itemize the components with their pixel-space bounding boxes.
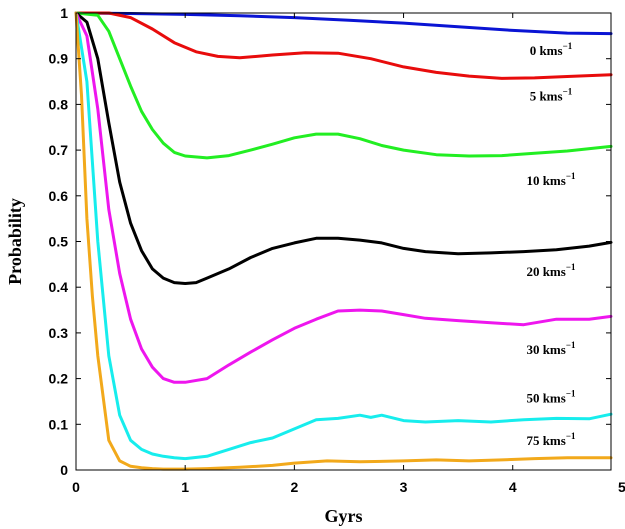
y-tick-label-4: 0.4 — [49, 279, 69, 295]
series-label-6: 75 kms−1 — [526, 431, 576, 448]
y-tick-label-10: 1 — [60, 5, 68, 21]
y-tick-label-9: 0.9 — [49, 51, 69, 67]
x-tick-label-5: 5 — [618, 479, 625, 495]
x-tick-label-4: 4 — [509, 479, 517, 495]
series-label-3: 20 kms−1 — [526, 262, 576, 279]
series-labels: 0 kms−1 5 kms−1 10 kms−1 20 kms−1 30 kms−1 50… — [526, 41, 576, 448]
series-label-5: 50 kms−1 — [526, 388, 576, 405]
series-label-1: 5 kms−1 — [530, 87, 573, 104]
y-tick-label-0: 0 — [60, 462, 68, 478]
y-tick-label-5: 0.5 — [49, 234, 69, 250]
series-line-4 — [76, 13, 611, 382]
y-tick-label-2: 0.2 — [49, 371, 69, 387]
x-tick-label-3: 3 — [400, 479, 408, 495]
x-tick-label-0: 0 — [72, 479, 80, 495]
y-tick-label-3: 0.3 — [49, 325, 69, 341]
y-tick-label-8: 0.8 — [49, 96, 69, 112]
series-label-4: 30 kms−1 — [526, 340, 576, 357]
series-line-2 — [76, 13, 611, 158]
y-tick-label-7: 0.7 — [49, 142, 69, 158]
series-label-0: 0 kms−1 — [530, 41, 573, 58]
x-axis-label: Gyrs — [325, 506, 363, 526]
y-axis-label: Probability — [5, 198, 25, 285]
y-tick-label-1: 0.1 — [49, 416, 69, 432]
series-label-2: 10 kms−1 — [526, 171, 576, 188]
x-tick-label-2: 2 — [290, 479, 298, 495]
y-tick-label-6: 0.6 — [49, 188, 69, 204]
x-tick-label-1: 1 — [181, 479, 189, 495]
